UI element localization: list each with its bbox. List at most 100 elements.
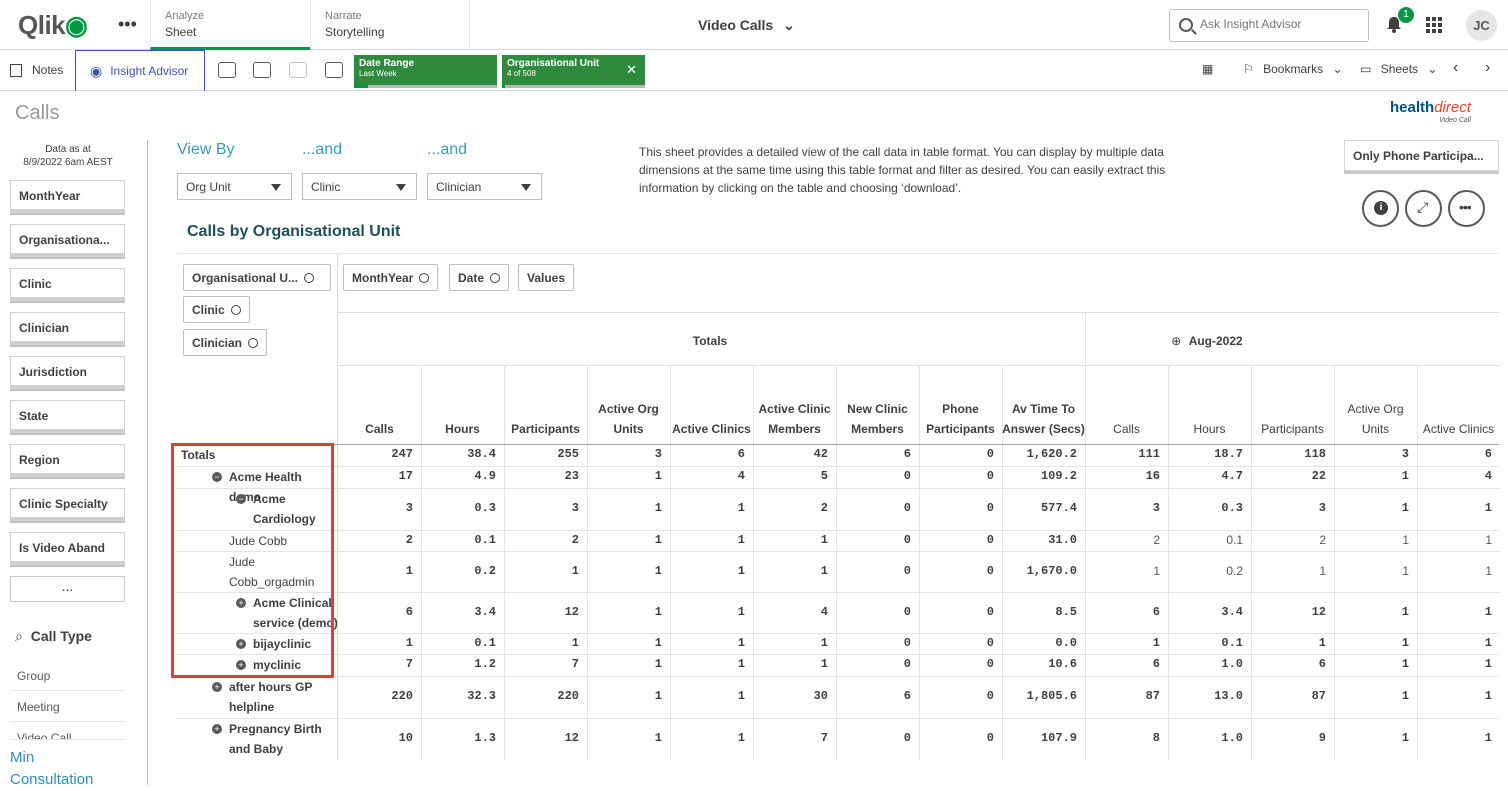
table-cell[interactable]: 1 [737, 533, 745, 547]
table-cell[interactable]: 1 [737, 731, 745, 745]
table-cell[interactable]: 1.2 [474, 657, 496, 671]
table-cell[interactable]: 0 [986, 689, 994, 703]
table-cell[interactable]: 0.0 [1055, 636, 1077, 650]
row-dim-clinic[interactable]: Clinic [183, 296, 250, 323]
view-by-dropdown-1[interactable]: Org Unit [177, 173, 292, 200]
table-cell[interactable]: 0.1 [474, 636, 496, 650]
table-cell[interactable]: 7 [405, 657, 413, 671]
table-cell[interactable]: 1 [737, 564, 745, 578]
table-cell[interactable]: 0 [903, 731, 911, 745]
table-cell[interactable]: 4.9 [474, 469, 496, 483]
table-row[interactable] [177, 488, 1499, 530]
table-cell[interactable]: 220 [391, 689, 413, 703]
table-cell[interactable]: 23 [564, 469, 579, 483]
filter-is-video-aband[interactable]: Is Video Aband [10, 532, 125, 565]
notes-button[interactable]: Notes [10, 50, 63, 90]
table-cell[interactable]: 0 [986, 636, 994, 650]
table-cell[interactable]: 1 [654, 657, 662, 671]
column-header[interactable]: Active Clinics [1422, 422, 1495, 436]
close-icon[interactable]: ✕ [626, 62, 637, 77]
previous-sheet-icon[interactable]: ‹ [1453, 59, 1459, 76]
table-cell[interactable]: 0 [903, 605, 911, 619]
bookmarks-button[interactable]: ⚐ Bookmarks ⌄ [1243, 62, 1343, 76]
collapse-minus-icon[interactable]: − [212, 472, 222, 482]
table-cell[interactable]: 1 [1484, 657, 1492, 671]
table-cell[interactable]: 1 [737, 605, 745, 619]
table-cell[interactable]: 3.4 [474, 605, 496, 619]
table-cell[interactable]: 7 [571, 657, 579, 671]
table-cell[interactable]: 1 [1401, 501, 1409, 515]
table-row[interactable] [177, 633, 1499, 654]
table-cell[interactable]: 1 [820, 564, 828, 578]
table-cell[interactable]: 0 [903, 657, 911, 671]
app-title-dropdown[interactable]: Video Calls ⌄ [698, 17, 795, 34]
row-dim-clinician[interactable]: Clinician [183, 329, 268, 356]
collapse-minus-icon[interactable]: − [236, 494, 246, 504]
table-cell[interactable]: 0 [903, 469, 911, 483]
table-row[interactable] [177, 718, 1499, 759]
table-cell[interactable]: 0 [903, 533, 911, 547]
table-cell[interactable]: 1,805.6 [1026, 689, 1077, 703]
table-cell[interactable]: 0 [986, 533, 994, 547]
clear-selections-button[interactable] [325, 50, 343, 90]
table-cell[interactable]: 9 [1318, 731, 1326, 745]
table-cell[interactable]: 1 [1153, 564, 1160, 578]
only-phone-participants-button[interactable]: Only Phone Participa... [1344, 140, 1499, 171]
table-cell[interactable]: 1 [1401, 636, 1409, 650]
table-cell[interactable]: 87 [1145, 689, 1160, 703]
filter-jurisdiction[interactable]: Jurisdiction [10, 356, 125, 389]
table-cell[interactable]: 1 [1484, 636, 1492, 650]
table-cell[interactable]: 1 [1484, 501, 1492, 515]
column-header[interactable]: Hours [1193, 422, 1226, 436]
table-cell[interactable]: 4 [820, 605, 828, 619]
group-header-aug-2022[interactable]: ⊕ Aug-2022 [1084, 334, 1330, 348]
table-cell[interactable]: 1 [654, 469, 662, 483]
table-cell[interactable]: 30 [813, 689, 828, 703]
table-cell[interactable]: 1 [1401, 657, 1409, 671]
filter-region[interactable]: Region [10, 444, 125, 477]
table-cell[interactable]: 0.2 [474, 564, 496, 578]
table-cell[interactable]: 10.6 [1048, 657, 1077, 671]
table-cell[interactable]: 6 [1152, 605, 1160, 619]
step-back-button[interactable] [253, 50, 271, 90]
table-cell[interactable]: 3 [571, 501, 579, 515]
row-label[interactable]: bijayclinic [253, 637, 312, 651]
table-cell[interactable]: 1 [1402, 564, 1409, 578]
col-dim-date[interactable]: Date [449, 264, 510, 291]
insight-search-input[interactable] [1200, 17, 1360, 31]
table-cell[interactable]: 4.7 [1221, 469, 1243, 483]
filter-monthyear[interactable]: MonthYear [10, 180, 125, 213]
expand-plus-icon[interactable]: + [236, 598, 246, 608]
qlik-logo[interactable]: Qlik◉ [18, 10, 88, 40]
view-by-dropdown-3[interactable]: Clinician [427, 173, 542, 200]
table-cell[interactable]: 0 [903, 636, 911, 650]
filter-state[interactable]: State [10, 400, 125, 433]
table-cell[interactable]: 0 [986, 501, 994, 515]
table-cell[interactable]: 17 [398, 469, 413, 483]
table-cell[interactable]: 3 [1401, 447, 1409, 461]
table-cell[interactable]: 1 [737, 501, 745, 515]
call-type-option[interactable]: Meeting [10, 692, 125, 722]
row-label[interactable]: after hours GP helpline [229, 680, 313, 714]
table-cell[interactable]: 2 [405, 533, 413, 547]
table-cell[interactable]: 1 [737, 689, 745, 703]
table-cell[interactable]: 0.2 [1226, 564, 1243, 578]
table-row[interactable] [177, 444, 1499, 466]
col-dim-monthyear[interactable]: MonthYear [343, 264, 439, 291]
table-cell[interactable]: 1 [654, 533, 662, 547]
table-cell[interactable]: 2 [820, 501, 828, 515]
table-cell[interactable]: 1 [1402, 533, 1409, 547]
table-cell[interactable]: 1.0 [1221, 657, 1243, 671]
column-header[interactable]: Calls [365, 422, 394, 436]
table-cell[interactable]: 7 [820, 731, 828, 745]
table-cell[interactable]: 12 [564, 605, 579, 619]
info-button[interactable]: i [1362, 190, 1399, 227]
table-cell[interactable]: 0 [986, 447, 994, 461]
column-header[interactable]: Active Clinic Members [758, 402, 831, 436]
filter-clinician[interactable]: Clinician [10, 312, 125, 345]
avatar[interactable]: JC [1466, 10, 1497, 41]
tab-narrate[interactable]: Narrate Storytelling [310, 0, 470, 50]
row-dim-org-unit[interactable]: Organisational U... [183, 264, 331, 291]
table-cell[interactable]: 18.7 [1214, 447, 1243, 461]
table-cell[interactable]: 0.3 [1221, 501, 1243, 515]
